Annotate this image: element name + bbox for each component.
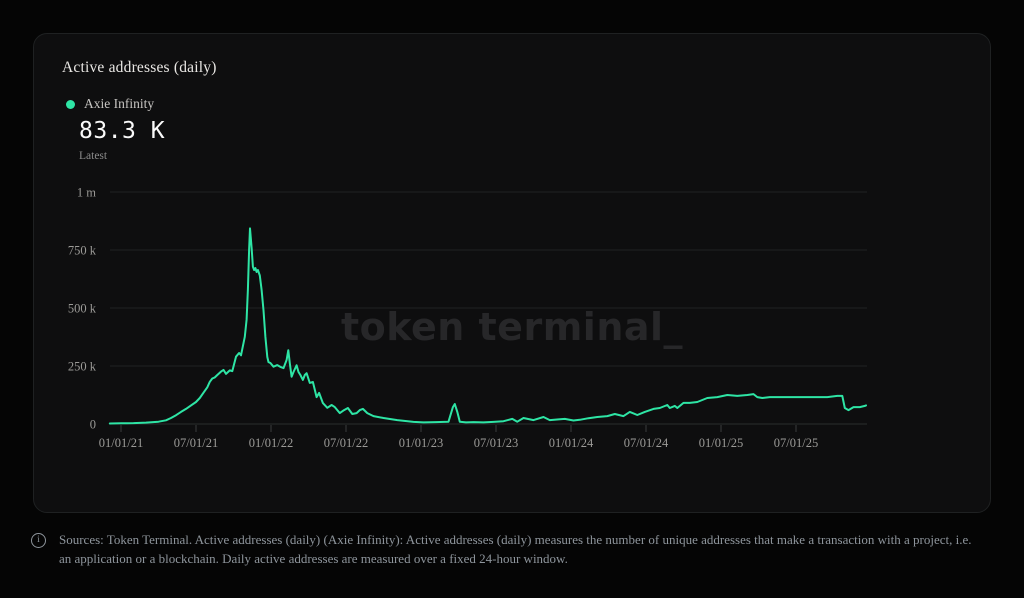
series-dot-icon [66,99,75,109]
latest-value: 83.3 K [79,118,166,144]
info-icon: i [31,533,46,548]
footer-note: i Sources: Token Terminal. Active addres… [31,531,983,568]
series-label: Axie Infinity [84,96,155,111]
latest-value-caption: Latest [79,150,108,162]
legend: Axie Infinity [66,96,154,112]
chart-card: Active addresses (daily) Axie Infinity 8… [33,33,991,513]
footer-text: Sources: Token Terminal. Active addresse… [59,532,972,566]
chart-title: Active addresses (daily) [62,59,217,76]
